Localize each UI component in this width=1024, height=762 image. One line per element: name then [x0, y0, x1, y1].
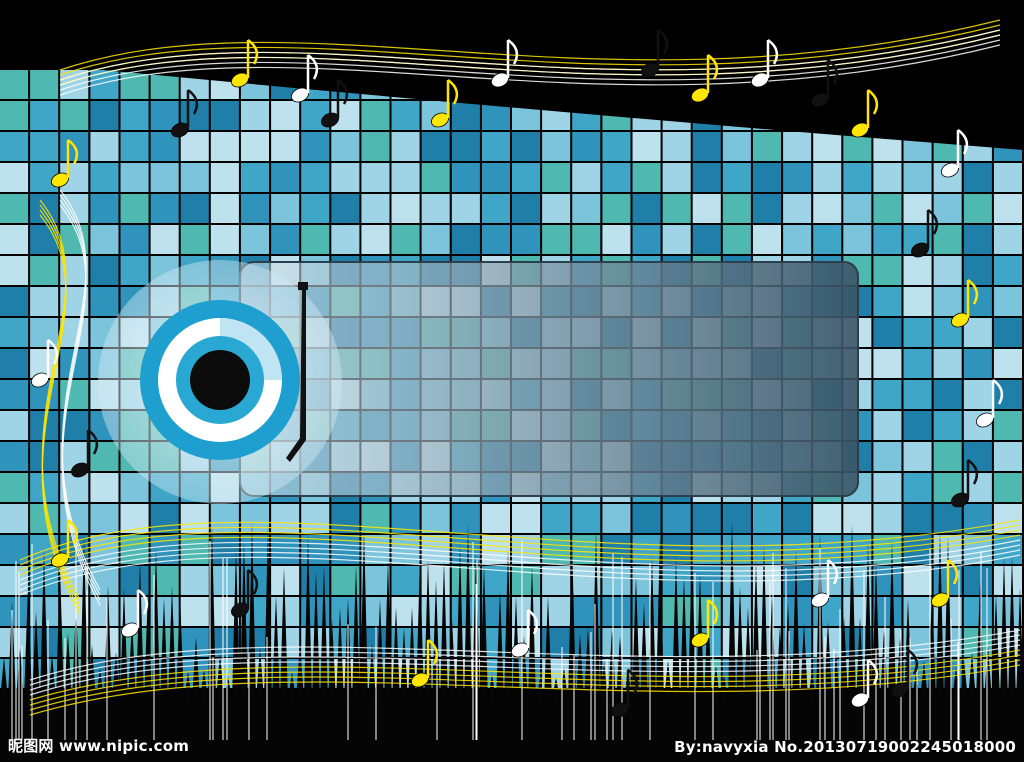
music-staff-lines	[19, 19, 1021, 716]
music-notes	[30, 28, 1004, 718]
vinyl-disc-icon	[98, 260, 342, 504]
credit-watermark: By:navyxia No.20130719002245018000	[674, 738, 1016, 756]
site-watermark: 昵图网 www.nipic.com	[8, 737, 190, 755]
